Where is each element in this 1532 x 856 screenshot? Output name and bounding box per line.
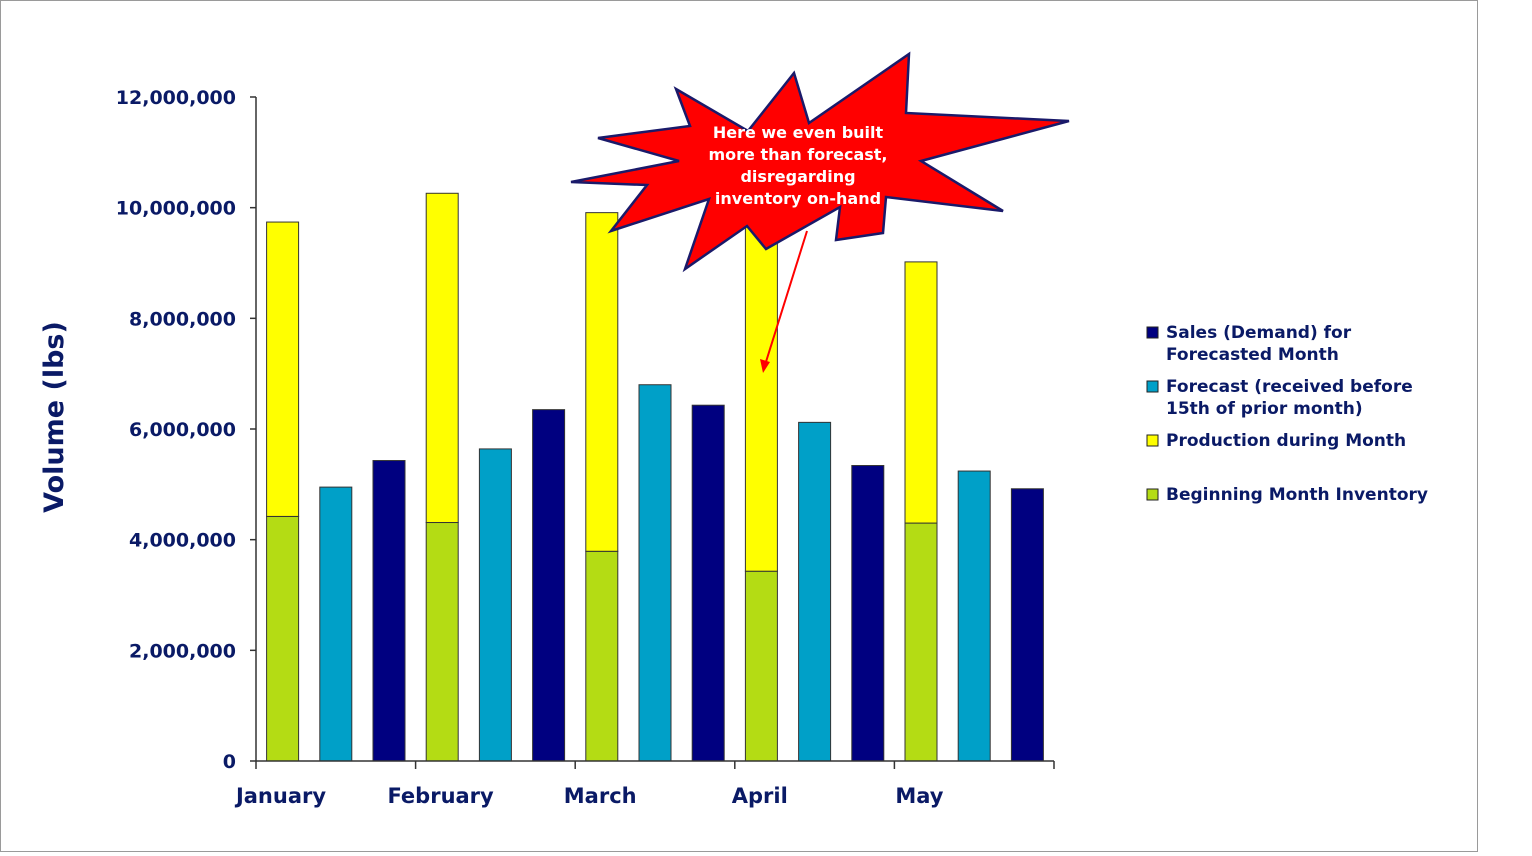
callout-text-line: inventory on-hand xyxy=(715,189,881,208)
x-category-label: February xyxy=(387,784,494,808)
x-category-label: March xyxy=(564,784,637,808)
x-category-label: May xyxy=(895,784,943,808)
callout-arrow xyxy=(764,230,808,366)
bar-sales xyxy=(532,409,566,762)
y-ticks: 0 2,000,000 4,000,000 6,000,000 8,000,000 10,… xyxy=(116,87,256,773)
legend-label: Beginning Month Inventory xyxy=(1166,485,1428,505)
x-category-label: January xyxy=(234,784,326,808)
legend-swatch xyxy=(1146,434,1159,447)
legend-label: Sales (Demand) for Forecasted Month xyxy=(1166,323,1352,365)
bar-beginning-inventory xyxy=(585,550,619,762)
y-tick-label: 10,000,000 xyxy=(116,198,236,220)
y-tick-label: 0 xyxy=(223,751,236,773)
y-tick-label: 12,000,000 xyxy=(116,87,236,109)
legend-label: Forecast (received before 15th of prior m… xyxy=(1166,377,1413,419)
callout-arrowhead xyxy=(760,359,770,373)
bar-sales xyxy=(691,404,725,762)
x-categories: January February March April May xyxy=(234,761,1055,808)
chart-area: 0 2,000,000 4,000,000 6,000,000 8,000,000 10,… xyxy=(0,0,1478,852)
y-tick-label: 2,000,000 xyxy=(129,640,236,662)
callout-text-line: Here we even built xyxy=(713,123,884,142)
bar-sales xyxy=(851,465,885,762)
bar-beginning-inventory xyxy=(266,515,300,762)
callout-text-line: more than forecast, xyxy=(709,145,888,164)
bar-forecast xyxy=(319,486,353,762)
bar-production xyxy=(585,212,619,552)
legend-label: Production during Month xyxy=(1166,431,1406,451)
chart-svg: 0 2,000,000 4,000,000 6,000,000 8,000,000 10,… xyxy=(39,51,1428,808)
bars-layer xyxy=(266,192,1044,762)
y-tick-label: 6,000,000 xyxy=(129,419,236,441)
x-category-label: April xyxy=(732,784,788,808)
y-tick-label: 8,000,000 xyxy=(129,308,236,330)
callout-starburst xyxy=(570,51,1070,273)
bar-production xyxy=(425,192,459,524)
bar-beginning-inventory xyxy=(744,570,778,762)
legend-swatch xyxy=(1146,326,1159,339)
callout-text: Here we even built more than forecast, dis… xyxy=(709,123,888,208)
bar-production xyxy=(904,261,938,524)
callout-annotation: Here we even built more than forecast, dis… xyxy=(570,51,1070,373)
bar-forecast xyxy=(798,421,832,762)
bar-beginning-inventory xyxy=(425,522,459,762)
y-axis-title: Volume (lbs) xyxy=(39,321,70,513)
y-tick-label: 4,000,000 xyxy=(129,530,236,552)
bar-forecast xyxy=(478,448,512,762)
bar-forecast xyxy=(957,470,991,762)
callout-text-line: disregarding xyxy=(740,167,855,186)
bar-sales xyxy=(372,460,406,762)
legend-swatch xyxy=(1146,488,1159,501)
bar-beginning-inventory xyxy=(904,522,938,762)
bar-sales xyxy=(1010,488,1044,762)
bar-forecast xyxy=(638,384,672,762)
legend: Sales (Demand) for Forecasted Month Foreca… xyxy=(1146,323,1428,505)
bar-production xyxy=(744,199,778,572)
bar-production xyxy=(266,221,300,517)
legend-swatch xyxy=(1146,380,1159,393)
